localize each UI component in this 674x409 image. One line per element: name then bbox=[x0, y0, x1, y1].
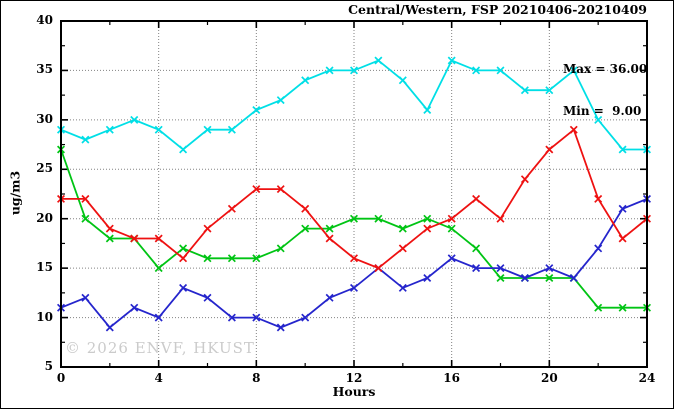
y-tick-label: 15 bbox=[36, 260, 53, 275]
day-blue-markers bbox=[56, 194, 652, 332]
y-tick-label: 20 bbox=[36, 210, 53, 225]
y-tick-label: 5 bbox=[44, 359, 53, 373]
plot-frame bbox=[60, 20, 648, 368]
x-tick-label: 12 bbox=[345, 371, 363, 385]
chart-title: Central/Western, FSP 20210406-20210409 bbox=[348, 2, 647, 17]
x-tick-label: 4 bbox=[154, 371, 163, 385]
maxmin-annotation: Max = 36.00 Min = 9.00 bbox=[563, 34, 647, 146]
y-tick-label: 10 bbox=[36, 309, 53, 324]
min-value-label: Min = 9.00 bbox=[563, 104, 642, 118]
watermark: © 2026 ENVF, HKUST bbox=[65, 339, 255, 357]
y-tick-label: 35 bbox=[36, 62, 53, 77]
x-tick-label: 16 bbox=[443, 371, 461, 385]
y-tick-label: 30 bbox=[36, 111, 53, 126]
x-tick-label: 0 bbox=[56, 371, 66, 385]
y-tick-label: 40 bbox=[36, 13, 53, 27]
x-tick-label: 20 bbox=[540, 371, 558, 385]
max-value-label: Max = 36.00 bbox=[563, 62, 648, 76]
x-tick-label: 24 bbox=[638, 371, 656, 385]
x-tick-label: 8 bbox=[252, 371, 261, 385]
x-axis-label: Hours bbox=[332, 384, 376, 399]
y-axis-label: ug/m3 bbox=[7, 170, 23, 216]
y-tick-label: 25 bbox=[36, 161, 53, 176]
